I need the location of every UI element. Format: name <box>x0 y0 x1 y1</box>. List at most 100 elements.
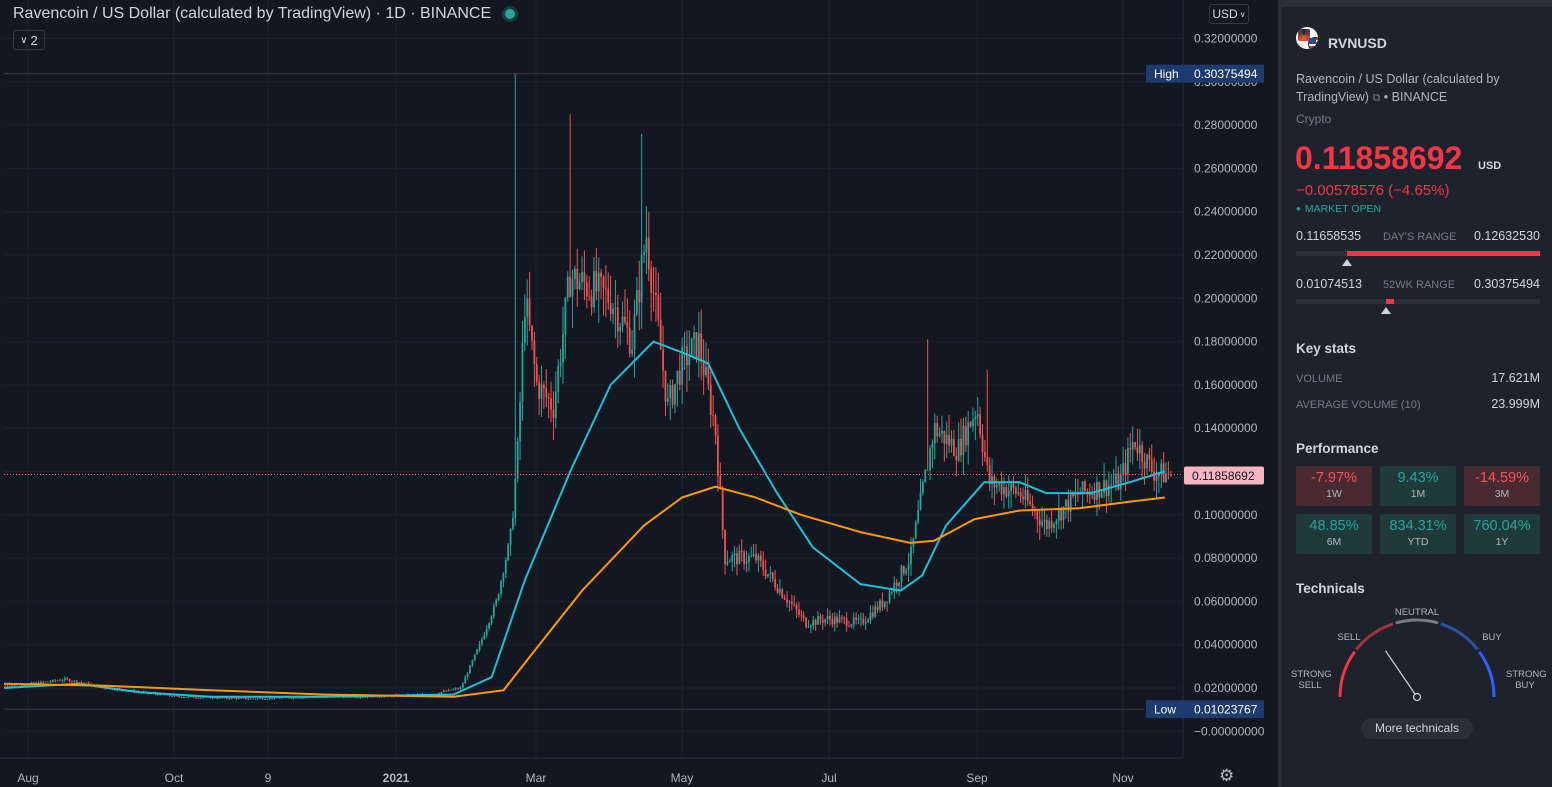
candle-body <box>61 680 64 682</box>
technicals-gauge[interactable] <box>1282 602 1552 712</box>
candle-body <box>1115 473 1117 484</box>
candle-body <box>893 582 896 592</box>
candle-body <box>850 624 853 627</box>
performance-value: 9.43% <box>1397 470 1439 486</box>
candle-body <box>952 438 955 457</box>
performance-period: 3M <box>1494 488 1510 500</box>
candle-body <box>914 522 917 539</box>
candle-body <box>233 697 235 699</box>
candle-body <box>807 626 810 628</box>
candle-body <box>1072 492 1074 497</box>
candle-body <box>778 589 781 593</box>
performance-cell-1y: 760.04% 1Y <box>1464 514 1540 554</box>
external-link-icon[interactable]: ⧉ <box>1372 92 1381 104</box>
candle-body <box>757 555 760 561</box>
candle-body <box>199 697 202 699</box>
indicators-toggle-button[interactable]: ∨ 2 <box>13 30 45 50</box>
candle-body <box>829 615 831 620</box>
y-tick-label: 0.22000000 <box>1194 248 1258 262</box>
candle-body <box>481 639 483 644</box>
low-tag-value: 0.01023767 <box>1194 703 1258 717</box>
candle-body <box>962 425 965 456</box>
candle-body <box>225 697 228 699</box>
candle-body <box>252 698 254 700</box>
candle-body <box>1150 459 1153 472</box>
candle-body <box>743 552 746 564</box>
candle-body <box>471 660 474 666</box>
candle-body <box>1036 511 1039 520</box>
candle-body <box>671 384 674 405</box>
price-chart[interactable]: 0.320000000.300000000.280000000.26000000… <box>0 0 1278 787</box>
candle-body <box>271 697 274 699</box>
candle-body <box>967 422 970 446</box>
y-tick-label: 0.02000000 <box>1194 681 1258 695</box>
candle-body <box>66 678 69 680</box>
candle-body <box>1029 501 1032 505</box>
candle-body <box>442 690 445 693</box>
x-tick-label: Oct <box>165 771 184 785</box>
candle-body <box>1045 520 1048 529</box>
candle-body <box>988 465 991 484</box>
candle-body <box>85 682 88 684</box>
candle-body <box>676 370 679 385</box>
candle-body <box>504 560 507 574</box>
candle-body <box>175 695 178 697</box>
symbol-name[interactable]: RVNUSD <box>1328 35 1387 51</box>
candle-body <box>492 605 495 617</box>
key-stats-title[interactable]: Key stats <box>1296 341 1357 356</box>
candle-body <box>814 619 817 625</box>
stat-volume-label: Volume <box>1296 373 1343 385</box>
candle-body <box>523 316 526 343</box>
candle-body <box>457 688 459 690</box>
candle-body <box>745 561 748 564</box>
candle-body <box>256 698 259 700</box>
candle-body <box>714 415 717 436</box>
candle-body <box>366 696 369 698</box>
candle-body <box>461 683 464 688</box>
candle-body <box>240 697 243 699</box>
candle-body <box>678 370 681 385</box>
candle-body <box>798 609 800 615</box>
candle-body <box>717 435 719 477</box>
candle-body <box>638 290 641 303</box>
performance-title[interactable]: Performance <box>1296 441 1379 456</box>
candle-body <box>1041 521 1043 526</box>
x-tick-label: Aug <box>17 771 38 785</box>
candle-body <box>781 589 784 598</box>
candle-body <box>1017 492 1020 494</box>
candle-body <box>655 293 657 296</box>
technicals-title[interactable]: Technicals <box>1296 581 1365 596</box>
candle-body <box>650 269 653 293</box>
candle-body <box>576 268 579 289</box>
candle-body <box>364 696 367 698</box>
candle-body <box>545 388 548 398</box>
candle-body <box>795 604 798 610</box>
candle-body <box>1065 499 1067 507</box>
candle-body <box>686 346 688 366</box>
candle-body <box>1007 491 1010 497</box>
panel-divider[interactable] <box>1278 0 1282 787</box>
52wk-range-pointer <box>1381 307 1392 314</box>
performance-grid: -7.97% 1W 9.43% 1M -14.59% 3M 48.85% 6M 834.31% Y… <box>1296 466 1540 554</box>
candle-body <box>731 555 734 562</box>
gear-icon[interactable]: ⚙ <box>1219 766 1235 785</box>
candle-body <box>802 615 805 618</box>
candle-body <box>986 457 989 466</box>
x-tick-label: May <box>671 771 694 785</box>
candle-body <box>261 698 264 700</box>
more-technicals-button[interactable]: More technicals <box>1361 718 1473 739</box>
candle-body <box>302 697 305 699</box>
candle-body <box>564 297 567 334</box>
currency-select[interactable]: USD ∨ <box>1209 4 1249 24</box>
x-tick-label: Jul <box>821 771 836 785</box>
candle-body <box>521 342 524 402</box>
y-tick-label: 0.26000000 <box>1194 161 1258 175</box>
candle-body <box>860 618 862 620</box>
candle-body <box>619 326 622 332</box>
y-tick-label: 0.06000000 <box>1194 594 1258 608</box>
candle-body <box>447 689 450 692</box>
chart-pane[interactable]: 0.320000000.300000000.280000000.26000000… <box>0 0 1278 787</box>
candle-body <box>56 680 59 682</box>
candle-body <box>478 643 481 650</box>
x-tick-label: Sep <box>966 771 988 785</box>
